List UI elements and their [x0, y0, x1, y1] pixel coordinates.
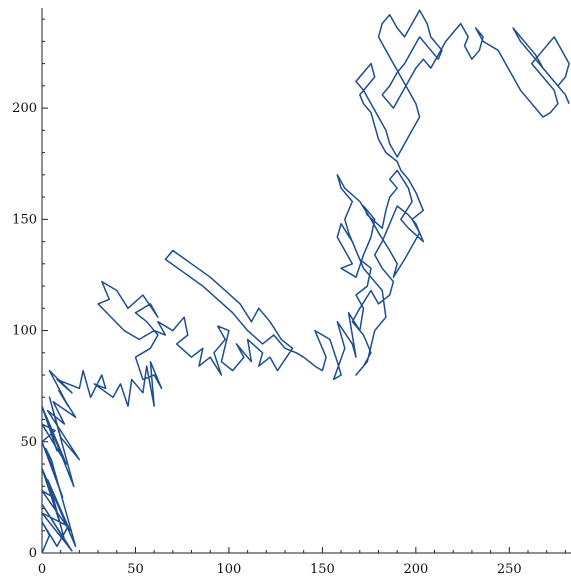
y-tick-label: 50 [20, 435, 37, 450]
tick-labels: 0 50 100 150 200 0 50 100 150 200 250 [12, 101, 522, 577]
x-tick-label: 200 [403, 562, 428, 577]
x-tick-label: 50 [127, 562, 144, 577]
y-tick-label: 150 [12, 212, 37, 227]
series-layer [41, 9, 570, 554]
x-tick-label: 100 [217, 562, 242, 577]
x-tick-label: 0 [38, 562, 46, 577]
x-tick-label: 250 [497, 562, 522, 577]
x-tick-label: 150 [310, 562, 335, 577]
y-tick-label: 200 [12, 101, 37, 116]
y-tick-label: 0 [29, 546, 37, 561]
y-tick-label: 100 [12, 324, 37, 339]
axes [41, 8, 571, 554]
series-line-0 [41, 9, 570, 554]
